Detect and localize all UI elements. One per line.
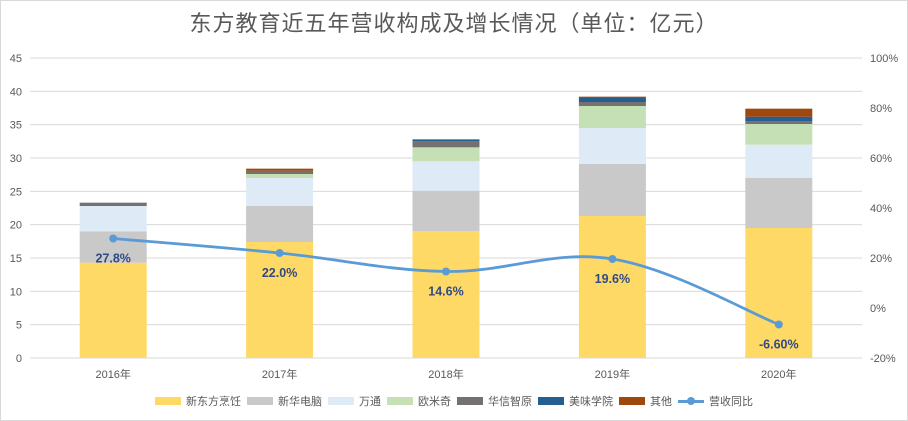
left-tick-label: 15 (10, 253, 22, 265)
x-axis-ticks: 2016年 2017年 2018年 2019年 2020年 (95, 367, 796, 381)
growth-point (608, 255, 617, 263)
growth-data-label: 27.8% (95, 252, 130, 266)
bar-segment (412, 231, 480, 358)
x-tick-label: 2016年 (95, 367, 130, 381)
legend-item: 新华电脑 (247, 393, 322, 409)
legend-item: 万通 (328, 393, 381, 409)
bar-segment (578, 164, 646, 216)
bar-segment (745, 228, 813, 358)
legend-swatch (457, 397, 483, 405)
legend-swatch (538, 397, 564, 405)
stacked-bars (79, 96, 813, 358)
right-tick-label: 40% (870, 203, 892, 215)
legend: 新东方烹饪 新华电脑 万通 欧米奇 华信智原 美味学院 其他 营收同比 (0, 393, 908, 409)
bar-segment (412, 140, 480, 142)
right-tick-label: 0% (870, 303, 886, 315)
growth-data-label: 14.6% (428, 285, 463, 299)
legend-item: 营收同比 (678, 393, 753, 409)
bar-segment (745, 108, 813, 117)
bar-segment (246, 174, 314, 178)
legend-label: 美味学院 (569, 395, 613, 408)
legend-item: 美味学院 (538, 393, 613, 409)
right-tick-label: 100% (870, 53, 898, 65)
growth-point (275, 249, 284, 257)
legend-label: 万通 (359, 395, 381, 408)
growth-data-label: 22.0% (262, 266, 297, 280)
bar-segment (79, 202, 147, 206)
bar-segment (412, 141, 480, 148)
bar-segment (246, 242, 314, 358)
legend-swatch (155, 397, 181, 405)
bar-segment (578, 128, 646, 164)
right-tick-label: -20% (870, 353, 896, 365)
left-axis-ticks: 0 5 10 15 20 25 30 35 40 45 (10, 53, 22, 365)
legend-label: 营收同比 (709, 395, 753, 408)
bar-segment (246, 178, 314, 206)
legend-label: 新东方烹饪 (186, 395, 241, 408)
right-axis-ticks: -20% 0% 20% 40% 60% 80% 100% (870, 53, 898, 365)
bar-segment (246, 170, 314, 174)
bar-segment (79, 206, 147, 232)
legend-label: 华信智原 (488, 395, 532, 408)
legend-item: 其他 (619, 393, 672, 409)
x-tick-label: 2019年 (595, 367, 630, 381)
bar-segment (745, 121, 813, 124)
right-tick-label: 80% (870, 103, 892, 115)
bar-segment (745, 116, 813, 122)
left-tick-label: 35 (10, 120, 22, 132)
x-tick-label: 2018年 (428, 367, 463, 381)
growth-point (442, 267, 450, 276)
bar-segment (578, 96, 646, 98)
legend-label: 新华电脑 (278, 395, 322, 408)
bar-segment (412, 190, 480, 232)
legend-item: 新东方烹饪 (155, 393, 241, 409)
growth-labels: 27.8% 22.0% 14.6% 19.6% -6.60% (95, 252, 798, 352)
legend-item: 欧米奇 (387, 393, 451, 409)
left-tick-label: 25 (10, 186, 22, 198)
legend-item: 华信智原 (457, 393, 532, 409)
right-tick-label: 20% (870, 253, 892, 265)
legend-label: 欧米奇 (418, 395, 451, 408)
legend-swatch (619, 397, 645, 405)
left-tick-label: 10 (10, 286, 22, 298)
legend-label: 其他 (650, 395, 672, 408)
bar-segment (246, 168, 314, 171)
bar-segment (246, 206, 314, 242)
growth-line (109, 234, 783, 329)
bar-segment (745, 178, 813, 228)
x-tick-label: 2020年 (761, 367, 796, 381)
chart-title: 东方教育近五年营收构成及增长情况（单位：亿元） (189, 12, 719, 37)
bar-segment (578, 98, 646, 102)
x-tick-label: 2017年 (262, 367, 297, 381)
legend-line-marker (678, 397, 704, 405)
legend-swatch (328, 397, 354, 405)
growth-data-label: -6.60% (759, 338, 799, 352)
left-tick-label: 45 (10, 53, 22, 65)
growth-point (109, 234, 118, 243)
left-tick-label: 30 (10, 153, 22, 165)
bar-segment (412, 139, 480, 140)
left-tick-label: 0 (16, 353, 22, 365)
growth-data-label: 19.6% (595, 272, 630, 286)
bar-segment (578, 106, 646, 128)
bar-segment (745, 124, 813, 145)
left-tick-label: 20 (10, 220, 22, 232)
bar-segment (578, 216, 646, 358)
bar-segment (412, 147, 480, 162)
bar-segment (578, 102, 646, 106)
right-tick-label: 60% (870, 153, 892, 165)
left-tick-label: 40 (10, 86, 22, 98)
legend-swatch (387, 397, 413, 405)
bar-segment (412, 161, 480, 191)
left-tick-label: 5 (16, 320, 22, 332)
bar-segment (79, 262, 147, 358)
legend-swatch (247, 397, 273, 405)
growth-point (774, 320, 783, 329)
bar-segment (745, 144, 813, 178)
